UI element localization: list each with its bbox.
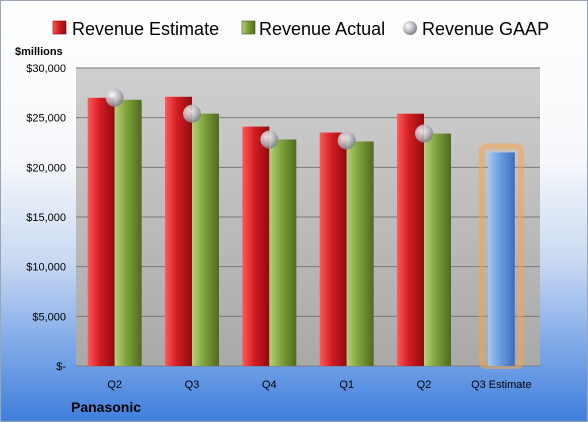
legend-swatch-actual [241, 20, 256, 35]
x-tick-label: Q3 Estimate [471, 379, 532, 391]
legend-marker-gaap [403, 21, 417, 35]
y-tick-label: $30,000 [26, 63, 66, 75]
marker-revenue-gaap [183, 104, 201, 123]
y-tick-label: $- [56, 361, 66, 373]
y-axis-ticks: $- $5,000 $10,000 $15,000 $20,000 $25,000 $30,… [26, 63, 66, 373]
bar-revenue-estimate [319, 132, 347, 366]
bars [87, 96, 524, 369]
legend-label-actual: Revenue Actual [259, 19, 385, 39]
marker-revenue-gaap [260, 130, 279, 149]
x-tick-label: Q3 [185, 379, 200, 391]
x-tick-label: Q2 [417, 379, 432, 391]
bar-revenue-estimate [165, 96, 192, 366]
legend-label-gaap: Revenue GAAP [422, 19, 549, 39]
legend: Revenue Estimate Revenue Actual Revenue … [52, 19, 549, 39]
bar-revenue-actual [269, 139, 297, 366]
bar-q3-estimate [487, 152, 515, 366]
legend-label-estimate: Revenue Estimate [72, 19, 219, 39]
bar-revenue-actual [346, 141, 374, 366]
bar-revenue-actual [192, 113, 219, 367]
x-axis-ticks: Q2 Q3 Q4 Q1 Q2 Q3 Estimate [107, 379, 531, 391]
bar-revenue-actual [424, 133, 451, 366]
gaap-markers [105, 88, 433, 150]
bar-revenue-estimate [397, 113, 424, 367]
y-tick-label: $20,000 [26, 162, 66, 174]
y-tick-label: $10,000 [26, 262, 66, 274]
bar-revenue-actual [114, 99, 142, 366]
bar-revenue-estimate [87, 97, 115, 367]
legend-swatch-estimate [52, 20, 67, 35]
y-tick-label: $25,000 [26, 113, 66, 125]
gridlines [76, 67, 540, 367]
company-label: Panasonic [71, 399, 141, 415]
y-tick-label: $5,000 [32, 311, 66, 323]
marker-revenue-gaap [337, 131, 356, 150]
x-tick-label: Q2 [107, 379, 122, 391]
y-axis-unit: $millions [15, 46, 63, 58]
x-tick-label: Q4 [262, 379, 277, 391]
bar-revenue-estimate [242, 126, 270, 367]
y-tick-label: $15,000 [26, 212, 66, 224]
marker-revenue-gaap [105, 88, 124, 107]
marker-revenue-gaap [415, 124, 433, 143]
x-tick-label: Q1 [339, 379, 354, 391]
